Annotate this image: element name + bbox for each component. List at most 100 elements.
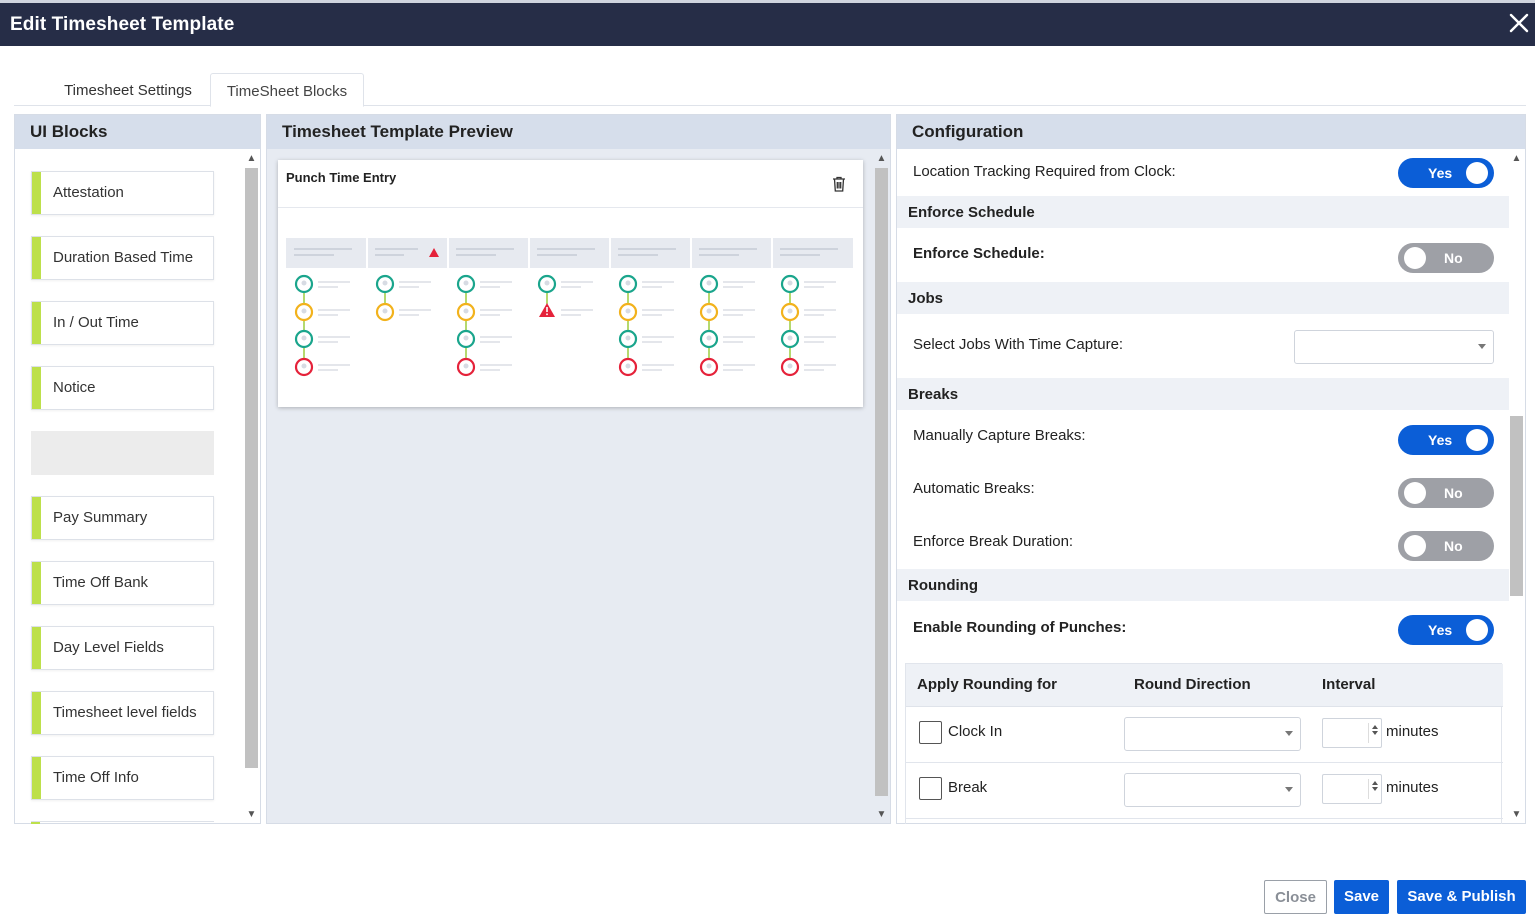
rounding-table: Apply Rounding for Round Direction Inter… bbox=[905, 663, 1503, 824]
interval-stepper[interactable] bbox=[1322, 718, 1382, 748]
template-preview-panel: Timesheet Template Preview Punch Time En… bbox=[266, 114, 891, 824]
tab-bar: Timesheet Settings TimeSheet Blocks bbox=[14, 73, 1526, 107]
scroll-down-icon[interactable]: ▼ bbox=[246, 809, 257, 820]
scroll-down-icon[interactable]: ▼ bbox=[1511, 809, 1522, 820]
trash-icon[interactable] bbox=[832, 176, 846, 192]
dialog-titlebar: Edit Timesheet Template bbox=[0, 3, 1535, 46]
manual-breaks-row: Manually Capture Breaks: Yes bbox=[897, 410, 1509, 463]
configuration-panel: Configuration Location Tracking Required… bbox=[896, 114, 1526, 824]
ui-block-partial bbox=[31, 821, 214, 824]
toggle-knob bbox=[1404, 535, 1426, 557]
ui-block-timesheet-level-fields[interactable]: Timesheet level fields bbox=[31, 691, 214, 735]
close-button[interactable]: Close bbox=[1264, 880, 1327, 914]
window-top-border bbox=[0, 0, 1535, 3]
dialog-title: Edit Timesheet Template bbox=[10, 14, 235, 35]
row-label: Clock In bbox=[948, 723, 1003, 740]
preview-scrollbar[interactable]: ▲ ▼ bbox=[874, 151, 889, 823]
clock-in-checkbox[interactable] bbox=[919, 721, 942, 744]
enable-rounding-row: Enable Rounding of Punches: Yes bbox=[897, 601, 1509, 659]
manual-breaks-toggle[interactable]: Yes bbox=[1398, 425, 1494, 455]
ui-blocks-scrollbar[interactable]: ▲ ▼ bbox=[244, 151, 259, 823]
stepper-arrows-icon[interactable] bbox=[1368, 723, 1380, 743]
select-jobs-dropdown[interactable] bbox=[1294, 330, 1494, 364]
scroll-thumb[interactable] bbox=[1510, 416, 1523, 596]
enable-rounding-label: Enable Rounding of Punches: bbox=[913, 619, 1127, 636]
enforce-break-duration-toggle[interactable]: No bbox=[1398, 531, 1494, 561]
ui-block-time-off-bank[interactable]: Time Off Bank bbox=[31, 561, 214, 605]
stepper-arrows-icon[interactable] bbox=[1368, 779, 1380, 799]
enforce-schedule-label: Enforce Schedule: bbox=[913, 245, 1045, 262]
enforce-schedule-toggle[interactable]: No bbox=[1398, 243, 1494, 273]
interval-stepper[interactable] bbox=[1322, 774, 1382, 804]
column-header: Interval bbox=[1322, 676, 1376, 693]
automatic-breaks-toggle[interactable]: No bbox=[1398, 478, 1494, 508]
ui-block-in-out-time[interactable]: In / Out Time bbox=[31, 301, 214, 345]
timesheet-preview-illustration bbox=[286, 238, 853, 377]
toggle-text: Yes bbox=[1428, 165, 1453, 181]
scroll-up-icon[interactable]: ▲ bbox=[246, 153, 257, 164]
chevron-down-icon bbox=[1285, 731, 1293, 736]
toggle-text: Yes bbox=[1428, 432, 1453, 448]
enforce-schedule-section: Enforce Schedule bbox=[897, 196, 1509, 228]
row-label: Break bbox=[948, 779, 988, 796]
card-title: Punch Time Entry bbox=[286, 170, 397, 185]
toggle-text: No bbox=[1444, 250, 1463, 266]
enforce-break-duration-row: Enforce Break Duration: No bbox=[897, 516, 1509, 569]
close-icon[interactable] bbox=[1507, 11, 1531, 35]
toggle-text: Yes bbox=[1428, 622, 1453, 638]
toggle-knob bbox=[1466, 162, 1488, 184]
ui-block-attestation[interactable]: Attestation bbox=[31, 171, 214, 215]
automatic-breaks-label: Automatic Breaks: bbox=[913, 480, 1035, 497]
rounding-section: Rounding bbox=[897, 569, 1509, 601]
ui-block-pay-summary[interactable]: Pay Summary bbox=[31, 496, 214, 540]
ui-block-placeholder bbox=[31, 431, 214, 475]
configuration-scrollbar[interactable]: ▲ ▼ bbox=[1509, 151, 1524, 823]
save-button[interactable]: Save bbox=[1334, 880, 1389, 914]
card-divider bbox=[278, 207, 863, 208]
chevron-down-icon bbox=[1478, 344, 1486, 349]
column-header: Round Direction bbox=[1134, 676, 1251, 693]
jobs-section: Jobs bbox=[897, 282, 1509, 314]
scroll-down-icon[interactable]: ▼ bbox=[876, 809, 887, 820]
toggle-knob bbox=[1466, 619, 1488, 641]
enforce-schedule-row: Enforce Schedule: No bbox=[897, 228, 1509, 282]
template-preview-title: Timesheet Template Preview bbox=[267, 115, 890, 149]
interval-unit: minutes bbox=[1386, 779, 1439, 796]
toggle-text: No bbox=[1444, 538, 1463, 554]
ui-block-day-level-fields[interactable]: Day Level Fields bbox=[31, 626, 214, 670]
scroll-up-icon[interactable]: ▲ bbox=[876, 153, 887, 164]
select-jobs-label: Select Jobs With Time Capture: bbox=[913, 336, 1124, 353]
enable-rounding-toggle[interactable]: Yes bbox=[1398, 615, 1494, 645]
interval-unit: minutes bbox=[1386, 723, 1439, 740]
toggle-text: No bbox=[1444, 485, 1463, 501]
table-row: Clock In minutes bbox=[906, 707, 1503, 763]
tab-timesheet-settings[interactable]: Timesheet Settings bbox=[64, 82, 192, 99]
save-and-publish-button[interactable]: Save & Publish bbox=[1397, 880, 1526, 914]
select-jobs-row: Select Jobs With Time Capture: bbox=[897, 314, 1509, 378]
rounding-table-header: Apply Rounding for Round Direction Inter… bbox=[906, 664, 1503, 707]
table-row: Break minutes bbox=[906, 763, 1503, 819]
toggle-knob bbox=[1404, 482, 1426, 504]
breaks-section: Breaks bbox=[897, 378, 1509, 410]
toggle-knob bbox=[1466, 429, 1488, 451]
round-direction-dropdown[interactable] bbox=[1124, 717, 1301, 751]
ui-blocks-title: UI Blocks bbox=[15, 115, 260, 149]
ui-block-time-off-info[interactable]: Time Off Info bbox=[31, 756, 214, 800]
break-checkbox[interactable] bbox=[919, 777, 942, 800]
scroll-thumb[interactable] bbox=[245, 168, 258, 768]
ui-block-duration-based-time[interactable]: Duration Based Time bbox=[31, 236, 214, 280]
enforce-break-duration-label: Enforce Break Duration: bbox=[913, 533, 1074, 550]
punch-time-entry-card[interactable]: Punch Time Entry bbox=[278, 160, 863, 407]
scroll-thumb[interactable] bbox=[875, 168, 888, 796]
location-tracking-toggle[interactable]: Yes bbox=[1398, 158, 1494, 188]
location-tracking-row: Location Tracking Required from Clock: Y… bbox=[897, 149, 1509, 196]
automatic-breaks-row: Automatic Breaks: No bbox=[897, 463, 1509, 516]
tab-timesheet-blocks[interactable]: TimeSheet Blocks bbox=[210, 73, 364, 107]
manual-breaks-label: Manually Capture Breaks: bbox=[913, 427, 1086, 444]
location-tracking-label: Location Tracking Required from Clock: bbox=[913, 163, 1176, 180]
ui-block-notice[interactable]: Notice bbox=[31, 366, 214, 410]
scroll-up-icon[interactable]: ▲ bbox=[1511, 153, 1522, 164]
configuration-body: Location Tracking Required from Clock: Y… bbox=[897, 149, 1509, 824]
ui-blocks-panel: UI Blocks Attestation Duration Based Tim… bbox=[14, 114, 261, 824]
round-direction-dropdown[interactable] bbox=[1124, 773, 1301, 807]
